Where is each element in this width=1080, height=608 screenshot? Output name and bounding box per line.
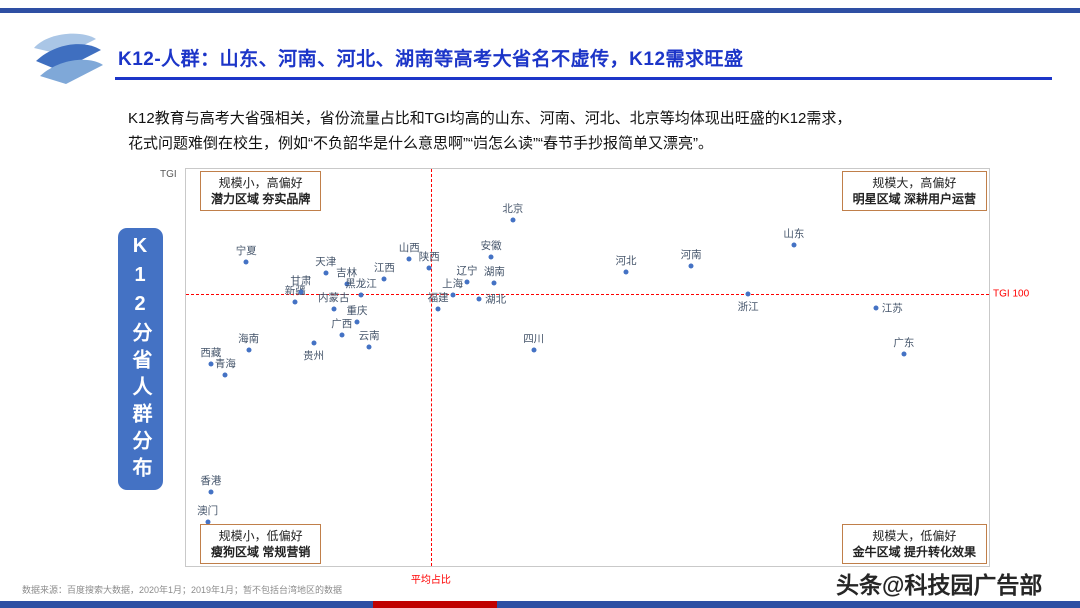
point-dot: [243, 259, 249, 265]
bottom-accent-bar-red-segment: [372, 601, 497, 608]
quadrant-label-bottom-left: 规模小，低偏好 瘦狗区域 常规营销: [200, 524, 322, 564]
tgi-100-label: TGI 100: [993, 288, 1030, 300]
y-axis-label: TGI: [160, 169, 177, 180]
point-dot: [901, 351, 907, 357]
point-label: 山西: [398, 242, 420, 255]
point-label: 福建: [427, 292, 449, 305]
point-label: 澳门: [197, 504, 219, 517]
watermark: 头条@科技园广告部: [836, 572, 1043, 598]
point-dot: [311, 340, 317, 346]
quadrant-line-1: 规模大，高偏好: [872, 176, 957, 190]
point-dot: [745, 291, 751, 297]
quadrant-label-top-left: 规模小，高偏好 潜力区域 夯实品牌: [200, 171, 322, 211]
body-text: K12教育与高考大省强相关，省份流量占比和TGI均高的山东、河南、河北、北京等均…: [128, 106, 1058, 156]
point-dot: [358, 292, 364, 298]
point-label: 四川: [523, 333, 545, 346]
point-label: 湖北: [485, 293, 507, 306]
quadrant-label-top-right: 规模大，高偏好 明星区域 深耕用户运营: [841, 171, 987, 211]
point-dot: [510, 217, 516, 223]
point-label: 山东: [783, 227, 805, 240]
point-label: 云南: [358, 329, 380, 342]
data-source-note: 数据来源：百度搜索大数据，2020年1月；2019年1月；暂不包括台湾地区的数据: [22, 585, 343, 595]
avg-share-reference-line: [430, 169, 432, 566]
point-dot: [435, 306, 441, 312]
point-label: 西藏: [200, 346, 222, 359]
point-dot: [464, 279, 470, 285]
point-label: 重庆: [346, 304, 368, 317]
point-dot: [222, 372, 228, 378]
bottom-accent-bar: [0, 601, 1080, 608]
avg-share-label: 平均占比: [410, 575, 451, 586]
scatter-plot: TGI 平均占比 TGI 100 规模小，高偏好 潜力区域 夯实品牌 规模大，高…: [160, 168, 1029, 586]
point-dot: [208, 361, 214, 367]
point-dot: [426, 265, 432, 271]
point-dot: [450, 292, 456, 298]
point-dot: [354, 319, 360, 325]
title-underline: [115, 77, 1052, 80]
chart-side-label: K12分省人群分布: [118, 228, 163, 490]
point-label: 吉林: [336, 267, 358, 280]
point-label: 江西: [373, 261, 395, 274]
quadrant-line-1: 规模小，低偏好: [218, 529, 303, 543]
point-dot: [476, 296, 482, 302]
body-line-2: 花式问题难倒在校生，例如“不负韶华是什么意思啊”“岿怎么读”“春节手抄报简单又漂…: [128, 135, 713, 152]
page-title: K12-人群：山东、河南、河北、湖南等高考大省名不虚传，K12需求旺盛: [118, 49, 744, 70]
point-dot: [623, 269, 629, 275]
quadrant-label-bottom-right: 规模大，低偏好 金牛区域 提升转化效果: [841, 524, 987, 564]
point-dot: [791, 242, 797, 248]
point-label: 江苏: [881, 302, 903, 315]
point-label: 甘肃: [290, 275, 312, 288]
point-label: 广西: [331, 317, 353, 330]
point-dot: [331, 306, 337, 312]
point-label: 黑龙江: [345, 277, 377, 290]
quadrant-line-2: 金牛区域 提升转化效果: [852, 545, 976, 559]
point-label: 河北: [615, 254, 637, 267]
point-label: 湖南: [483, 265, 505, 278]
quadrant-line-1: 规模大，低偏好: [872, 529, 957, 543]
point-dot: [488, 254, 494, 260]
point-dot: [873, 305, 879, 311]
point-label: 天津: [315, 256, 337, 268]
quadrant-line-2: 明星区域 深耕用户运营: [852, 192, 976, 206]
point-dot: [246, 347, 252, 353]
point-dot: [381, 276, 387, 282]
top-accent-bar: [0, 8, 1080, 13]
point-dot: [205, 519, 211, 525]
point-label: 陕西: [418, 250, 440, 263]
logo-icon: [34, 33, 103, 84]
quadrant-line-2: 瘦狗区域 常规营销: [211, 545, 311, 559]
quadrant-line-1: 规模小，高偏好: [218, 176, 303, 190]
point-label: 北京: [502, 202, 524, 215]
point-dot: [366, 344, 372, 350]
point-label: 海南: [238, 333, 260, 346]
point-label: 浙江: [737, 301, 759, 314]
quadrant-line-2: 潜力区域 夯实品牌: [211, 192, 311, 206]
point-label: 宁夏: [235, 244, 257, 257]
point-label: 贵州: [303, 349, 325, 362]
point-dot: [208, 489, 214, 495]
point-label: 辽宁: [456, 265, 478, 278]
point-dot: [292, 299, 298, 305]
point-label: 上海: [442, 277, 464, 290]
point-label: 广东: [893, 337, 915, 349]
point-dot: [491, 280, 497, 286]
point-label: 青海: [214, 358, 236, 371]
point-dot: [688, 263, 694, 269]
body-line-1: K12教育与高考大省强相关，省份流量占比和TGI均高的山东、河南、河北、北京等均…: [128, 110, 852, 127]
point-label: 内蒙古: [318, 292, 350, 305]
point-dot: [531, 347, 537, 353]
point-dot: [323, 270, 329, 276]
point-label: 河南: [680, 248, 702, 261]
point-label: 安徽: [480, 240, 502, 253]
point-dot: [344, 281, 350, 287]
point-dot: [339, 332, 345, 338]
point-dot: [406, 256, 412, 262]
point-label: 香港: [200, 475, 222, 488]
tgi-100-reference-line: [186, 294, 989, 296]
point-dot: [298, 289, 304, 295]
